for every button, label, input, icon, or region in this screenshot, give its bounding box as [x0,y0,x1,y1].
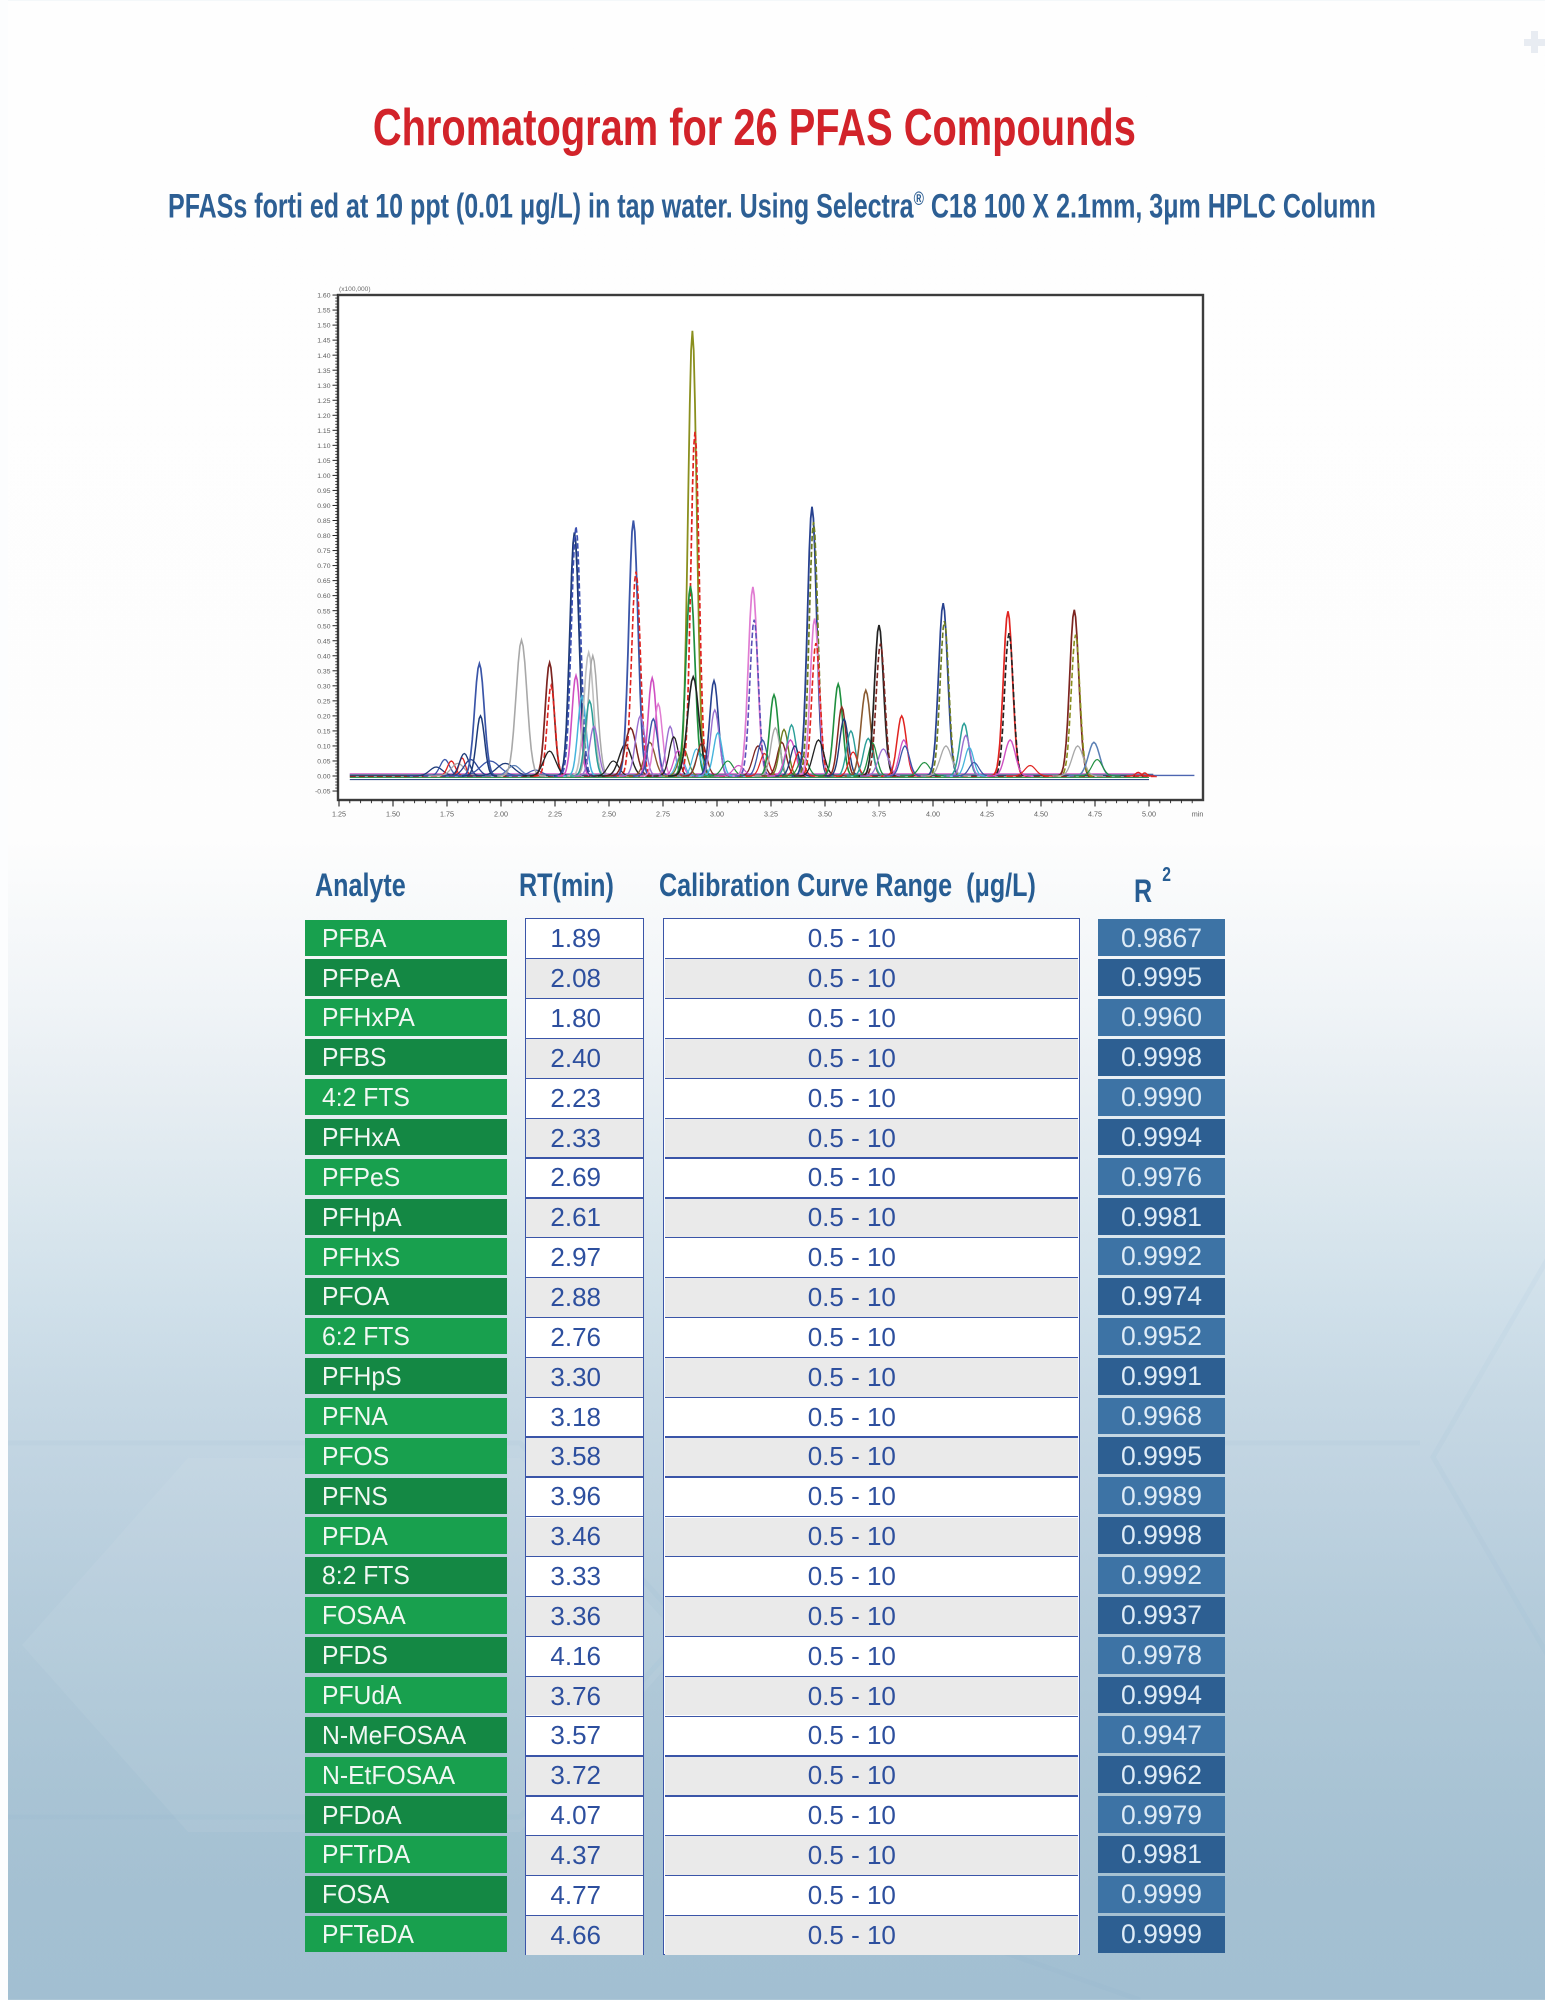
svg-text:0.35: 0.35 [317,668,330,675]
svg-text:1.75: 1.75 [440,810,454,819]
svg-text:0.65: 0.65 [317,578,330,585]
svg-text:2.00: 2.00 [494,810,508,819]
svg-text:3.25: 3.25 [764,810,778,819]
svg-text:0.55: 0.55 [317,608,330,615]
svg-text:3.50: 3.50 [818,810,832,819]
svg-text:1.40: 1.40 [317,353,330,360]
svg-text:1.60: 1.60 [317,293,330,300]
svg-text:0.30: 0.30 [317,683,330,690]
svg-text:1.00: 1.00 [317,473,330,480]
svg-text:5.00: 5.00 [1142,810,1156,819]
svg-text:1.15: 1.15 [317,428,330,435]
svg-text:(x100,000): (x100,000) [339,286,371,293]
svg-text:4.75: 4.75 [1088,810,1102,819]
svg-text:1.25: 1.25 [317,398,330,405]
svg-text:3.00: 3.00 [710,810,724,819]
svg-text:4.00: 4.00 [926,810,940,819]
svg-text:4.25: 4.25 [980,810,994,819]
svg-text:0.00: 0.00 [317,774,330,781]
svg-text:1.05: 1.05 [317,458,330,465]
svg-text:1.25: 1.25 [332,810,346,819]
svg-text:2.50: 2.50 [602,810,616,819]
svg-text:3.75: 3.75 [872,810,886,819]
svg-text:0.40: 0.40 [317,653,330,660]
svg-text:1.10: 1.10 [317,443,330,450]
svg-text:0.90: 0.90 [317,503,330,510]
svg-text:2.75: 2.75 [656,810,670,819]
svg-text:min: min [1192,810,1204,819]
svg-text:-0.05: -0.05 [315,789,331,796]
svg-text:0.05: 0.05 [317,759,330,766]
svg-text:0.75: 0.75 [317,548,330,555]
svg-text:1.50: 1.50 [386,810,400,819]
svg-text:1.30: 1.30 [317,383,330,390]
svg-text:0.70: 0.70 [317,563,330,570]
svg-text:0.80: 0.80 [317,533,330,540]
svg-text:1.20: 1.20 [317,413,330,420]
svg-text:0.10: 0.10 [317,744,330,751]
svg-text:1.55: 1.55 [317,308,330,315]
svg-text:4.50: 4.50 [1034,810,1048,819]
svg-text:1.45: 1.45 [317,338,330,345]
svg-text:1.35: 1.35 [317,368,330,375]
svg-text:0.25: 0.25 [317,698,330,705]
svg-text:0.20: 0.20 [317,713,330,720]
svg-text:0.85: 0.85 [317,518,330,525]
svg-text:0.60: 0.60 [317,593,330,600]
svg-text:2.25: 2.25 [548,810,562,819]
svg-text:0.50: 0.50 [317,623,330,630]
svg-text:0.45: 0.45 [317,638,330,645]
svg-text:0.95: 0.95 [317,488,330,495]
svg-text:0.15: 0.15 [317,729,330,736]
svg-text:1.50: 1.50 [317,323,330,330]
